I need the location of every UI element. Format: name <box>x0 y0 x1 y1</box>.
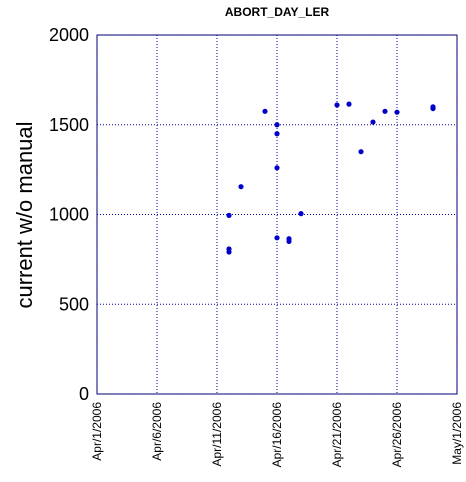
y-tick-label: 1500 <box>49 115 89 135</box>
chart-title: ABORT_DAY_LER <box>225 5 330 19</box>
point <box>382 108 388 114</box>
point <box>262 108 268 114</box>
y-tick-label: 2000 <box>49 25 89 45</box>
point <box>370 119 376 125</box>
point <box>346 101 352 107</box>
x-tick-label: Apr/6/2006 <box>150 402 164 461</box>
x-tick-label: Apr/1/2006 <box>90 402 104 461</box>
point <box>274 165 280 171</box>
point <box>274 235 280 241</box>
point <box>430 105 436 112</box>
x-tick-label: May/1/2006 <box>450 402 464 465</box>
point <box>334 102 340 108</box>
point <box>226 249 232 255</box>
point <box>238 184 244 190</box>
point <box>274 131 280 137</box>
y-axis-label: current w/o manual <box>12 121 37 308</box>
x-tick-label: Apr/11/2006 <box>210 402 224 467</box>
point <box>358 149 364 155</box>
y-tick-label: 0 <box>79 384 89 404</box>
y-tick-label: 1000 <box>49 205 89 225</box>
point <box>298 211 304 217</box>
y-tick-label: 500 <box>59 294 89 314</box>
x-tick-label: Apr/21/2006 <box>330 402 344 468</box>
point <box>274 122 280 128</box>
x-tick-label: Apr/16/2006 <box>270 402 284 468</box>
point <box>394 109 400 115</box>
x-tick-label: Apr/26/2006 <box>390 402 404 468</box>
point <box>286 238 292 245</box>
point <box>226 212 232 218</box>
